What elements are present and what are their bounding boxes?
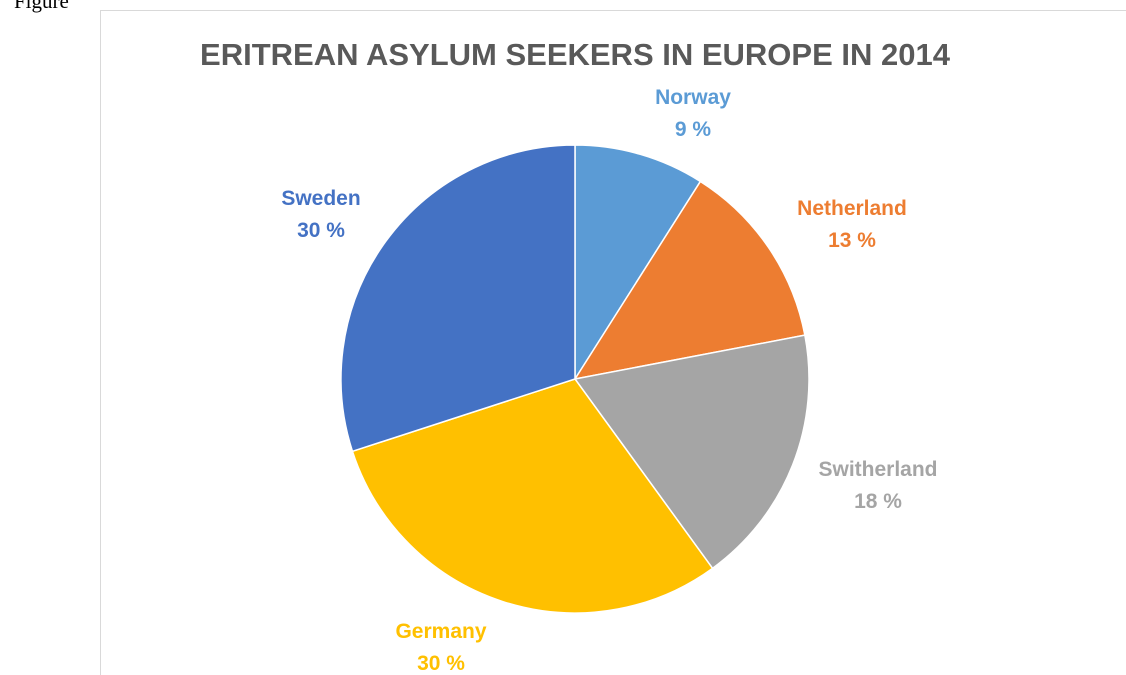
slice-label-name: Sweden bbox=[281, 187, 360, 210]
slice-label-name: Switherland bbox=[818, 458, 937, 481]
pie-slice-sweden bbox=[340, 144, 576, 453]
slice-label-value: 9 % bbox=[675, 118, 712, 141]
slice-label-name: Norway bbox=[655, 86, 731, 109]
slice-label-norway: Norway 9 % bbox=[655, 86, 731, 141]
pie-slice-switherland bbox=[573, 334, 810, 570]
slice-label-value: 30 % bbox=[417, 652, 465, 675]
slice-label-sweden: Sweden 30 % bbox=[281, 187, 360, 242]
pie-slice-germany bbox=[351, 378, 714, 614]
slice-label-name: Germany bbox=[395, 620, 486, 643]
slice-label-switherland: Switherland 18 % bbox=[818, 458, 937, 513]
slice-label-value: 13 % bbox=[828, 229, 876, 252]
chart-title: ERITREAN ASYLUM SEEKERS IN EUROPE IN 201… bbox=[200, 37, 951, 72]
pie-slice-norway bbox=[574, 144, 702, 382]
slice-label-value: 30 % bbox=[297, 219, 345, 242]
pie-labels: Norway 9 % Netherland 13 % Switherland 18 % Ge… bbox=[281, 86, 937, 675]
pie-slices bbox=[340, 144, 810, 614]
clipped-caption-text: Figure bbox=[14, 0, 69, 13]
slice-label-germany: Germany 30 % bbox=[395, 620, 486, 675]
slice-label-netherland: Netherland 13 % bbox=[797, 197, 907, 252]
pie-slice-netherland bbox=[573, 180, 806, 381]
slice-label-value: 18 % bbox=[854, 490, 902, 513]
slice-label-name: Netherland bbox=[797, 197, 907, 220]
